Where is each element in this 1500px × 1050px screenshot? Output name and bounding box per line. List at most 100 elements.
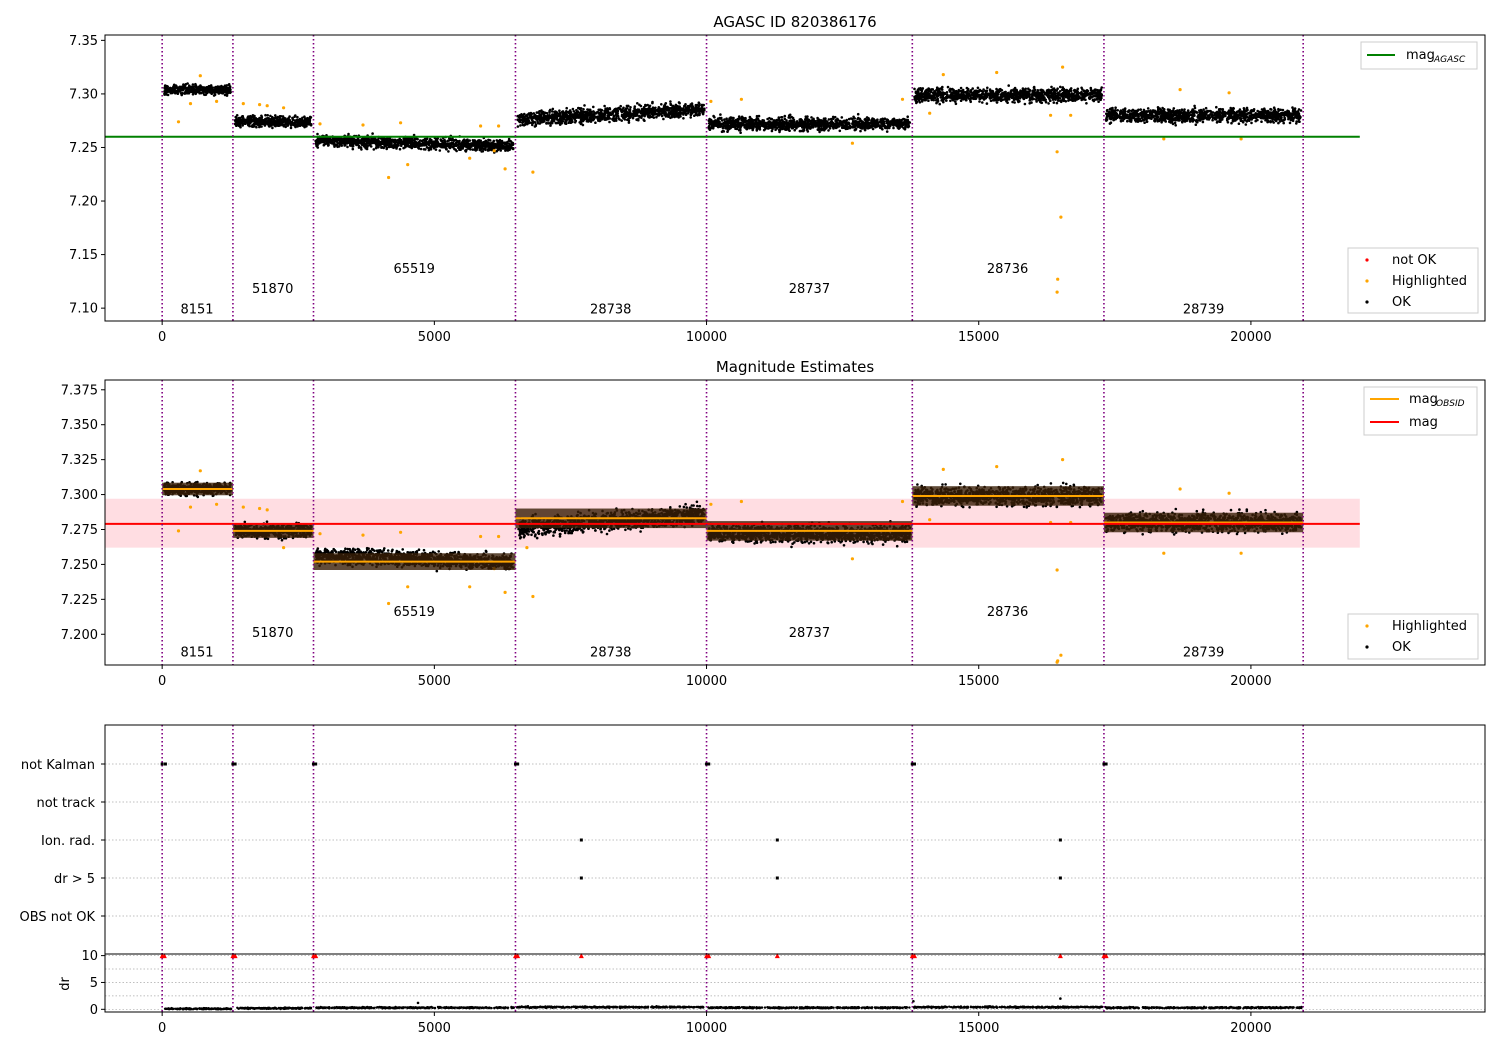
- ok-point: [827, 129, 830, 132]
- ok-point: [385, 147, 389, 151]
- ok-point: [727, 119, 731, 122]
- ok-point: [889, 123, 893, 126]
- ok-point: [480, 150, 483, 153]
- ok-point: [269, 114, 272, 118]
- ok-point: [867, 123, 871, 126]
- ok-point: [680, 107, 683, 111]
- ok-point: [735, 123, 738, 127]
- ok-point: [586, 108, 589, 111]
- ok-point: [558, 109, 561, 112]
- ok-point: [227, 83, 231, 87]
- ok-point: [499, 143, 502, 146]
- ok-point: [198, 85, 201, 89]
- ok-point: [606, 116, 610, 119]
- ok-point: [235, 123, 239, 126]
- ok-point: [341, 139, 344, 143]
- ok-point: [547, 117, 550, 120]
- ok-point: [521, 117, 524, 121]
- ok-point: [494, 143, 497, 147]
- ok-point: [317, 141, 320, 145]
- ok-point: [214, 90, 218, 94]
- ok-point: [638, 115, 642, 119]
- ok-point: [756, 121, 759, 125]
- ok-point: [453, 139, 456, 142]
- ok-point: [620, 119, 623, 122]
- ok-point: [172, 88, 175, 91]
- ok-point: [549, 122, 552, 126]
- ok-point: [255, 125, 258, 129]
- ok-point: [568, 109, 572, 112]
- ok-point: [247, 123, 251, 127]
- ok-point: [166, 85, 169, 88]
- ok-point: [625, 104, 629, 108]
- ok-point: [447, 150, 450, 153]
- ok-point: [335, 144, 338, 147]
- ok-point: [558, 111, 562, 115]
- ok-point: [258, 118, 262, 121]
- ok-point: [168, 90, 171, 93]
- ok-point: [873, 124, 876, 128]
- ok-point: [702, 103, 705, 107]
- ok-point: [374, 140, 378, 143]
- ok-point: [574, 119, 578, 123]
- ok-point: [730, 119, 734, 122]
- ok-point: [266, 114, 270, 117]
- ok-point: [243, 118, 247, 122]
- ok-point: [626, 118, 629, 122]
- ok-point: [252, 125, 256, 128]
- ok-point: [528, 114, 532, 118]
- ok-point: [416, 141, 420, 145]
- ok-point: [902, 117, 905, 121]
- ok-point: [507, 137, 511, 141]
- ok-point: [840, 116, 844, 119]
- ok-point: [603, 118, 607, 121]
- ok-point: [376, 143, 379, 146]
- ok-point: [580, 116, 583, 120]
- ok-point: [775, 119, 779, 122]
- ok-point: [898, 118, 901, 122]
- ok-point: [581, 113, 585, 116]
- ok-point: [211, 88, 215, 92]
- ok-point: [212, 94, 216, 97]
- ok-point: [225, 87, 228, 91]
- ok-point: [737, 121, 740, 124]
- ok-point: [479, 147, 483, 151]
- ok-point: [840, 124, 843, 127]
- ok-point: [810, 116, 813, 119]
- ok-point: [241, 119, 245, 123]
- ok-point: [380, 146, 384, 149]
- ok-point: [859, 122, 863, 126]
- ok-point: [180, 85, 183, 89]
- ok-point: [378, 143, 382, 146]
- ok-point: [239, 125, 242, 129]
- ok-point: [638, 103, 641, 107]
- ok-point: [768, 123, 771, 126]
- ok-point: [470, 142, 474, 145]
- ok-point: [606, 109, 610, 113]
- ok-point: [485, 141, 489, 144]
- ok-point: [164, 89, 167, 92]
- ok-point: [662, 109, 665, 112]
- ok-point: [448, 144, 452, 148]
- ok-point: [878, 120, 882, 124]
- ok-point: [949, 87, 952, 91]
- ok-point: [867, 119, 870, 122]
- ok-point: [560, 110, 564, 114]
- ok-point: [668, 108, 671, 112]
- ok-point: [253, 121, 257, 125]
- ok-point: [1100, 86, 1103, 89]
- ok-point: [289, 126, 293, 130]
- ok-point: [351, 147, 355, 151]
- ok-point: [534, 114, 538, 118]
- ok-point: [594, 112, 598, 115]
- ok-point: [777, 124, 781, 128]
- ok-point: [209, 84, 213, 87]
- ok-point: [300, 118, 303, 122]
- ok-point: [239, 118, 242, 121]
- ok-point: [281, 115, 285, 118]
- ok-point: [816, 116, 819, 120]
- ok-point: [258, 121, 262, 124]
- ok-point: [637, 118, 640, 122]
- ok-point: [750, 118, 753, 121]
- ok-point: [517, 115, 521, 119]
